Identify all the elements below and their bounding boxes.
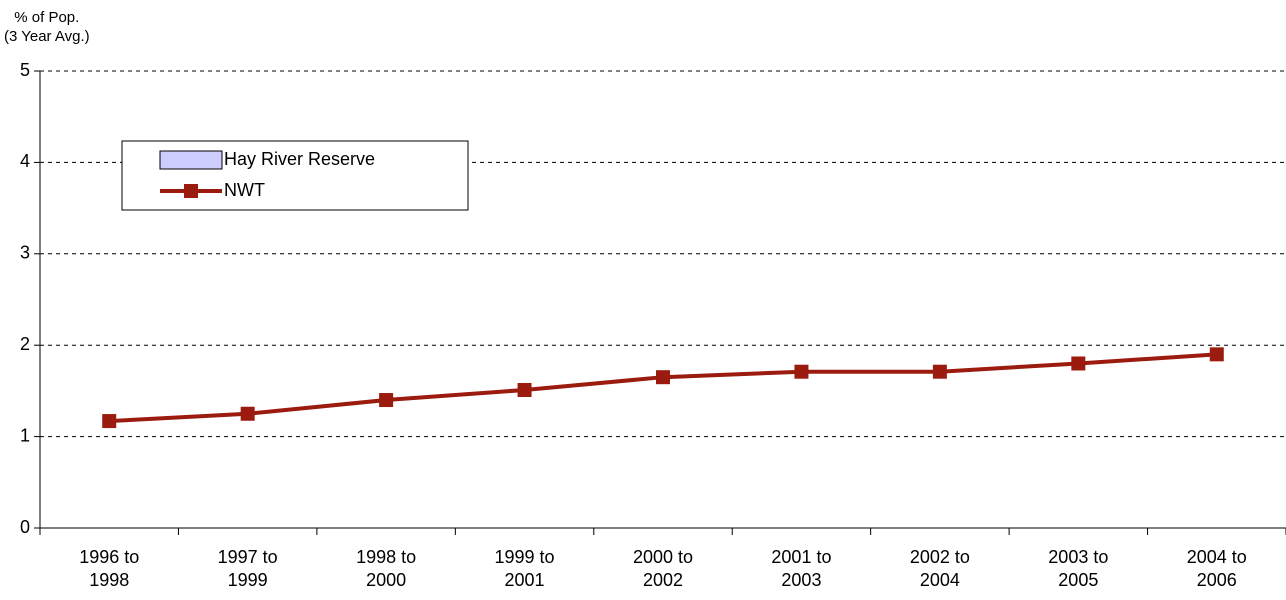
x-tick-label: 2002 to 2004 (909, 547, 970, 590)
legend-label: NWT (224, 180, 265, 200)
x-tick-label: 2004 to 2006 (1186, 547, 1247, 590)
x-tick-label: 2001 to 2003 (771, 547, 832, 590)
marker (656, 370, 670, 385)
x-tick-label: 1997 to 1999 (217, 547, 278, 590)
x-tick-label: 1998 to 2000 (356, 547, 417, 590)
marker (1209, 347, 1224, 362)
marker (932, 364, 947, 379)
legend-swatch (159, 150, 223, 170)
marker (794, 364, 809, 379)
y-tick-label: 2 (20, 334, 30, 354)
legend-marker (184, 184, 198, 198)
marker (517, 382, 532, 397)
marker (102, 414, 117, 429)
legend-label: Hay River Reserve (224, 149, 375, 169)
marker (379, 393, 394, 408)
x-tick-label: 1999 to 2001 (494, 547, 555, 590)
line (109, 352, 1217, 424)
marker (240, 406, 255, 421)
y-tick-label: 0 (20, 517, 30, 537)
y-tick-label: 4 (20, 151, 30, 171)
y-tick-label: 3 (20, 243, 30, 263)
y-tick-label: 5 (20, 60, 30, 80)
y-axis-label: % of Pop. (3 Year Avg.) (4, 9, 90, 45)
marker (1071, 356, 1086, 371)
y-tick-label: 1 (20, 425, 30, 445)
x-tick-label: 1996 to 1998 (79, 547, 140, 590)
legend: Hay River Reserve NWT (121, 140, 469, 211)
x-tick-label: 2000 to 2002 (632, 547, 694, 590)
x-tick-label: 2003 to 2005 (1048, 547, 1109, 590)
